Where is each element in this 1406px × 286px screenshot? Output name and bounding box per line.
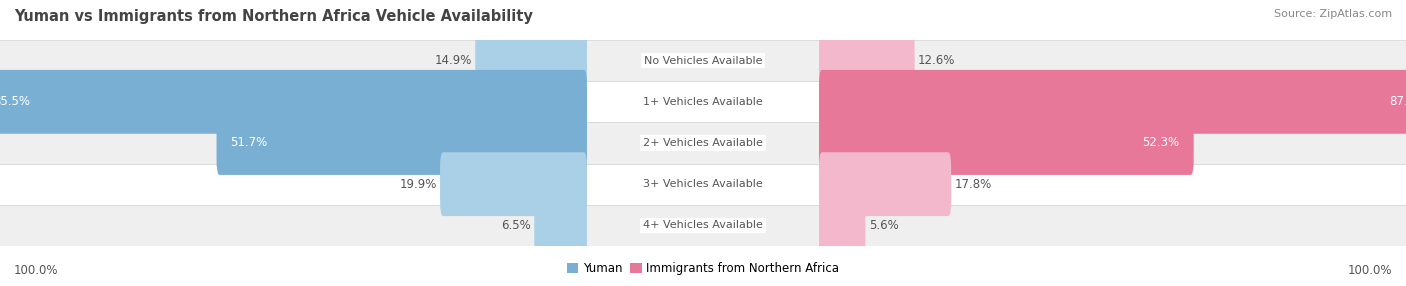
Text: 100.0%: 100.0% xyxy=(1347,265,1392,277)
Text: Yuman vs Immigrants from Northern Africa Vehicle Availability: Yuman vs Immigrants from Northern Africa… xyxy=(14,9,533,23)
Bar xyxy=(703,164,1406,205)
FancyBboxPatch shape xyxy=(818,152,950,216)
Text: 87.4%: 87.4% xyxy=(1389,95,1406,108)
Text: 12.6%: 12.6% xyxy=(918,54,956,67)
Bar xyxy=(703,205,1406,246)
Bar xyxy=(0,164,703,205)
Bar xyxy=(0,40,703,81)
FancyBboxPatch shape xyxy=(818,29,915,93)
Text: 51.7%: 51.7% xyxy=(231,136,267,150)
Text: 85.5%: 85.5% xyxy=(0,95,30,108)
Bar xyxy=(703,122,1406,164)
Text: 19.9%: 19.9% xyxy=(399,178,437,191)
FancyBboxPatch shape xyxy=(475,29,588,93)
Text: Source: ZipAtlas.com: Source: ZipAtlas.com xyxy=(1274,9,1392,19)
Text: 100.0%: 100.0% xyxy=(14,265,59,277)
Text: 3+ Vehicles Available: 3+ Vehicles Available xyxy=(643,179,763,189)
Text: 2+ Vehicles Available: 2+ Vehicles Available xyxy=(643,138,763,148)
Bar xyxy=(703,40,1406,81)
Legend: Yuman, Immigrants from Northern Africa: Yuman, Immigrants from Northern Africa xyxy=(562,258,844,280)
Text: 6.5%: 6.5% xyxy=(501,219,531,232)
FancyBboxPatch shape xyxy=(0,70,588,134)
Text: 52.3%: 52.3% xyxy=(1143,136,1180,150)
FancyBboxPatch shape xyxy=(818,193,866,257)
FancyBboxPatch shape xyxy=(440,152,588,216)
Text: 1+ Vehicles Available: 1+ Vehicles Available xyxy=(643,97,763,107)
Text: 17.8%: 17.8% xyxy=(955,178,991,191)
Text: 14.9%: 14.9% xyxy=(434,54,471,67)
Bar xyxy=(703,81,1406,122)
Text: 4+ Vehicles Available: 4+ Vehicles Available xyxy=(643,221,763,230)
Text: No Vehicles Available: No Vehicles Available xyxy=(644,56,762,65)
Bar xyxy=(0,205,703,246)
FancyBboxPatch shape xyxy=(818,111,1194,175)
Bar xyxy=(0,81,703,122)
FancyBboxPatch shape xyxy=(818,70,1406,134)
Bar xyxy=(0,122,703,164)
FancyBboxPatch shape xyxy=(534,193,588,257)
FancyBboxPatch shape xyxy=(217,111,588,175)
Text: 5.6%: 5.6% xyxy=(869,219,898,232)
